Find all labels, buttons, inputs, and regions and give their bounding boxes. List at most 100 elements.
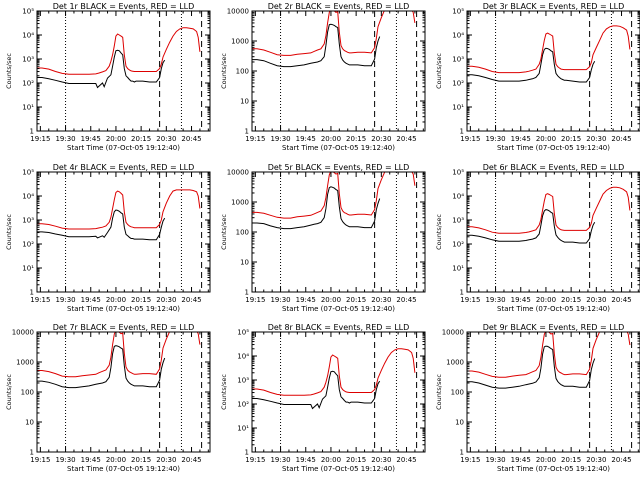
x-tick-label: 20:00 <box>106 135 126 143</box>
series-line-events <box>37 345 166 389</box>
y-tick-label: 1 <box>245 128 249 136</box>
chart-title: Det 9r BLACK = Events, RED = LLD <box>483 323 625 332</box>
chart-title: Det 6r BLACK = Events, RED = LLD <box>483 163 625 172</box>
y-tick-label: 10⁴ <box>22 193 34 201</box>
series-line-lld <box>37 189 201 230</box>
x-tick-label: 19:45 <box>511 135 531 143</box>
y-tick-label: 10² <box>452 241 464 249</box>
y-tick-label: 1 <box>460 128 464 136</box>
y-tick-label: 100 <box>236 68 249 76</box>
x-tick-label: 20:30 <box>156 296 176 304</box>
series-line-events <box>467 345 596 389</box>
x-tick-label: 20:00 <box>321 296 341 304</box>
series-line-events <box>252 186 381 230</box>
x-tick-label: 20:15 <box>131 296 151 304</box>
y-axis-label: Counts/sec <box>220 374 228 410</box>
y-tick-label: 10⁴ <box>237 353 249 361</box>
series-line-events <box>37 49 166 89</box>
y-tick-label: 10 <box>455 419 464 427</box>
x-tick-label: 20:45 <box>611 456 631 464</box>
y-tick-label: 10⁵ <box>237 329 249 337</box>
series-line-lld <box>252 348 416 396</box>
y-tick-label: 10000 <box>227 169 249 177</box>
x-tick-label: 19:30 <box>270 135 290 143</box>
plot-frame <box>36 171 211 293</box>
x-tick-label: 19:15 <box>245 456 265 464</box>
x-tick-label: 20:45 <box>396 135 416 143</box>
y-axis-label: Counts/sec <box>5 53 13 89</box>
chart-panel-2: Det 2r BLACK = Events, RED = LLD Counts/s… <box>220 2 426 152</box>
y-tick-label: 10 <box>240 98 249 106</box>
chart-title: Det 2r BLACK = Events, RED = LLD <box>268 2 410 11</box>
plot-frame <box>466 171 640 293</box>
y-tick-label: 10000 <box>442 329 464 337</box>
y-axis-label: Counts/sec <box>435 374 443 410</box>
x-tick-label: 20:15 <box>131 135 151 143</box>
plot-frame <box>251 331 426 453</box>
y-axis-label: Counts/sec <box>5 214 13 250</box>
y-tick-label: 10³ <box>452 56 464 64</box>
y-tick-label: 10¹ <box>22 265 34 273</box>
chart-title: Det 7r BLACK = Events, RED = LLD <box>53 323 195 332</box>
chart-title: Det 8r BLACK = Events, RED = LLD <box>268 323 410 332</box>
y-tick-label: 10³ <box>22 217 34 225</box>
x-tick-label: 19:30 <box>270 456 290 464</box>
x-tick-label: 20:00 <box>536 456 556 464</box>
y-tick-label: 10³ <box>22 56 34 64</box>
y-tick-label: 1 <box>460 449 464 457</box>
series-line-lld <box>467 25 631 74</box>
x-tick-label: 19:45 <box>296 135 316 143</box>
plot-frame <box>466 10 640 132</box>
series-line-lld <box>467 332 631 378</box>
y-tick-label: 10¹ <box>22 104 34 112</box>
x-tick-label: 19:45 <box>81 456 101 464</box>
x-tick-label: 19:30 <box>55 296 75 304</box>
x-axis-label: Start Time (07-Oct-05 19:12:40) <box>67 465 180 473</box>
y-tick-label: 10000 <box>12 329 34 337</box>
x-tick-label: 20:30 <box>586 135 606 143</box>
y-tick-label: 10³ <box>237 377 249 385</box>
x-tick-label: 19:30 <box>485 135 505 143</box>
x-axis-label: Start Time (07-Oct-05 19:12:40) <box>67 144 180 152</box>
y-tick-label: 100 <box>236 229 249 237</box>
y-axis-label: Counts/sec <box>435 214 443 250</box>
series-line-lld <box>252 172 416 219</box>
y-tick-label: 1 <box>460 289 464 297</box>
x-tick-label: 19:15 <box>460 135 480 143</box>
x-tick-label: 19:15 <box>460 296 480 304</box>
y-tick-label: 10¹ <box>452 104 464 112</box>
x-tick-label: 20:15 <box>561 296 581 304</box>
x-tick-label: 20:00 <box>536 135 556 143</box>
x-tick-label: 20:00 <box>321 135 341 143</box>
x-tick-label: 20:30 <box>586 456 606 464</box>
y-axis-label: Counts/sec <box>435 53 443 89</box>
chart-panel-4: Det 4r BLACK = Events, RED = LLD Counts/s… <box>5 163 211 313</box>
y-tick-label: 1000 <box>446 359 464 367</box>
x-tick-label: 20:30 <box>156 135 176 143</box>
plot-frame <box>251 171 426 293</box>
chart-panel-1: Det 1r BLACK = Events, RED = LLD Counts/s… <box>5 2 211 152</box>
y-tick-label: 10¹ <box>452 265 464 273</box>
chart-panel-6: Det 6r BLACK = Events, RED = LLD Counts/s… <box>435 163 640 313</box>
y-tick-label: 10² <box>237 401 249 409</box>
chart-title: Det 5r BLACK = Events, RED = LLD <box>268 163 410 172</box>
y-tick-label: 10² <box>22 241 34 249</box>
x-tick-label: 20:30 <box>586 296 606 304</box>
x-axis-label: Start Time (07-Oct-05 19:12:40) <box>282 144 395 152</box>
x-tick-label: 19:45 <box>296 296 316 304</box>
x-tick-label: 20:45 <box>396 296 416 304</box>
x-tick-label: 19:45 <box>511 296 531 304</box>
y-tick-label: 10⁵ <box>452 169 464 177</box>
y-tick-label: 100 <box>21 389 34 397</box>
x-tick-label: 20:45 <box>181 296 201 304</box>
x-tick-label: 19:15 <box>245 135 265 143</box>
y-tick-label: 10⁴ <box>22 32 34 40</box>
x-tick-label: 20:00 <box>106 296 126 304</box>
chart-title: Det 4r BLACK = Events, RED = LLD <box>53 163 195 172</box>
y-tick-label: 1 <box>245 449 249 457</box>
series-line-events <box>467 47 596 83</box>
y-axis-label: Counts/sec <box>220 53 228 89</box>
x-tick-label: 20:45 <box>611 296 631 304</box>
x-tick-label: 19:15 <box>30 456 50 464</box>
y-tick-label: 10000 <box>227 8 249 16</box>
